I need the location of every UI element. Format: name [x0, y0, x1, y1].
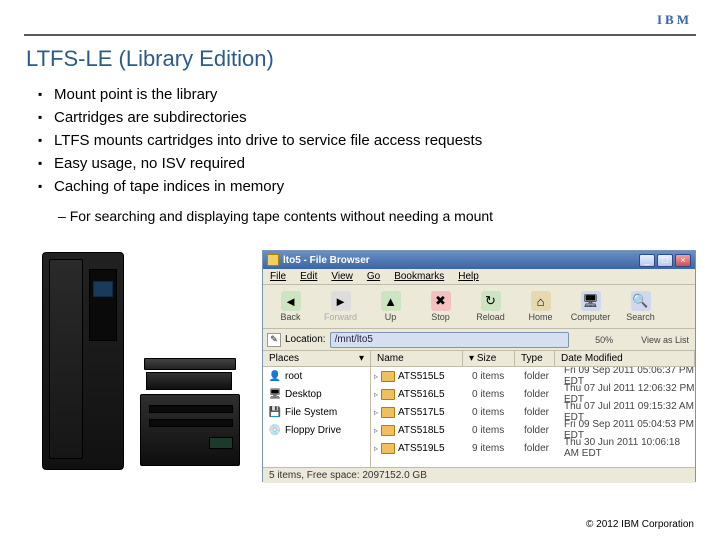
- location-label: Location:: [285, 334, 326, 345]
- tape-library-cabinet: [42, 252, 124, 470]
- window-title: lto5 - File Browser: [283, 255, 637, 266]
- col-date[interactable]: Date Modified: [555, 351, 695, 366]
- menu-go[interactable]: Go: [360, 269, 387, 284]
- expand-icon[interactable]: ▹: [371, 408, 381, 417]
- menu-bookmarks[interactable]: Bookmarks: [387, 269, 451, 284]
- sub-bullet: For searching and displaying tape conten…: [58, 208, 493, 224]
- place-file-system[interactable]: 💾File System: [263, 403, 370, 421]
- view-mode-select[interactable]: View as List: [639, 335, 691, 345]
- computer-icon: 🖥: [581, 291, 601, 311]
- minimize-button[interactable]: _: [639, 254, 655, 267]
- toolbar: ◄Back►Forward▲Up✖Stop↻Reload⌂Home🖥Comput…: [263, 285, 695, 329]
- location-bar: ✎ Location: /mnt/lto5 50% View as List: [263, 329, 695, 351]
- toolbar-reload-button[interactable]: ↻Reload: [467, 287, 515, 326]
- toolbar-back-button[interactable]: ◄Back: [267, 287, 315, 326]
- col-name[interactable]: Name: [371, 351, 463, 366]
- col-size[interactable]: ▾ Size: [463, 351, 515, 366]
- folder-icon: [381, 425, 395, 436]
- places-header: Places▾: [263, 351, 370, 367]
- tape-autoloader: [140, 358, 240, 470]
- toolbar-forward-button: ►Forward: [317, 287, 365, 326]
- column-headers: Name ▾ Size Type Date Modified: [371, 351, 695, 367]
- page-title: LTFS-LE (Library Edition): [26, 46, 274, 72]
- up-icon: ▲: [381, 291, 401, 311]
- table-row[interactable]: ▹ATS519L59 itemsfolderThu 30 Jun 2011 10…: [371, 439, 695, 457]
- place-icon: 💾: [269, 406, 281, 418]
- forward-icon: ►: [331, 291, 351, 311]
- back-icon: ◄: [281, 291, 301, 311]
- place-icon: 💿: [269, 424, 281, 436]
- file-browser-window: lto5 - File Browser _ □ × File Edit View…: [262, 250, 696, 482]
- file-list-pane: Name ▾ Size Type Date Modified ▹ATS515L5…: [371, 351, 695, 467]
- location-input[interactable]: /mnt/lto5: [330, 332, 570, 348]
- place-icon: 👤: [269, 370, 281, 382]
- maximize-button[interactable]: □: [657, 254, 673, 267]
- menu-edit[interactable]: Edit: [293, 269, 324, 284]
- menu-help[interactable]: Help: [451, 269, 486, 284]
- status-bar: 5 items, Free space: 2097152.0 GB: [263, 467, 695, 483]
- reload-icon: ↻: [481, 291, 501, 311]
- bullet-item: Cartridges are subdirectories: [38, 109, 690, 126]
- place-desktop[interactable]: 🖥Desktop: [263, 385, 370, 403]
- folder-icon: [381, 389, 395, 400]
- window-titlebar[interactable]: lto5 - File Browser _ □ ×: [263, 251, 695, 269]
- bullet-list: Mount point is the library Cartridges ar…: [38, 86, 690, 201]
- bullet-item: Caching of tape indices in memory: [38, 178, 690, 195]
- hardware-images: [42, 248, 242, 478]
- place-icon: 🖥: [269, 388, 281, 400]
- menu-file[interactable]: File: [263, 269, 293, 284]
- expand-icon[interactable]: ▹: [371, 390, 381, 399]
- ibm-logo: IBM: [657, 12, 692, 28]
- copyright: © 2012 IBM Corporation: [586, 519, 694, 530]
- edit-location-button[interactable]: ✎: [267, 333, 281, 347]
- bullet-item: LTFS mounts cartridges into drive to ser…: [38, 132, 690, 149]
- expand-icon[interactable]: ▹: [371, 426, 381, 435]
- home-icon: ⌂: [531, 291, 551, 311]
- toolbar-stop-button[interactable]: ✖Stop: [417, 287, 465, 326]
- toolbar-search-button[interactable]: 🔍Search: [617, 287, 665, 326]
- bullet-item: Mount point is the library: [38, 86, 690, 103]
- search-icon: 🔍: [631, 291, 651, 311]
- menu-view[interactable]: View: [324, 269, 360, 284]
- toolbar-home-button[interactable]: ⌂Home: [517, 287, 565, 326]
- expand-icon[interactable]: ▹: [371, 444, 381, 453]
- place-root[interactable]: 👤root: [263, 367, 370, 385]
- places-sidebar: Places▾ 👤root🖥Desktop💾File System💿Floppy…: [263, 351, 371, 467]
- folder-icon: [381, 443, 395, 454]
- menu-bar: File Edit View Go Bookmarks Help: [263, 269, 695, 285]
- folder-icon: [381, 371, 395, 382]
- divider: [24, 34, 696, 36]
- stop-icon: ✖: [431, 291, 451, 311]
- zoom-level[interactable]: 50%: [573, 335, 635, 345]
- toolbar-up-button[interactable]: ▲Up: [367, 287, 415, 326]
- col-type[interactable]: Type: [515, 351, 555, 366]
- folder-icon: [267, 254, 279, 266]
- toolbar-computer-button[interactable]: 🖥Computer: [567, 287, 615, 326]
- folder-icon: [381, 407, 395, 418]
- expand-icon[interactable]: ▹: [371, 372, 381, 381]
- place-floppy-drive[interactable]: 💿Floppy Drive: [263, 421, 370, 439]
- bullet-item: Easy usage, no ISV required: [38, 155, 690, 172]
- close-button[interactable]: ×: [675, 254, 691, 267]
